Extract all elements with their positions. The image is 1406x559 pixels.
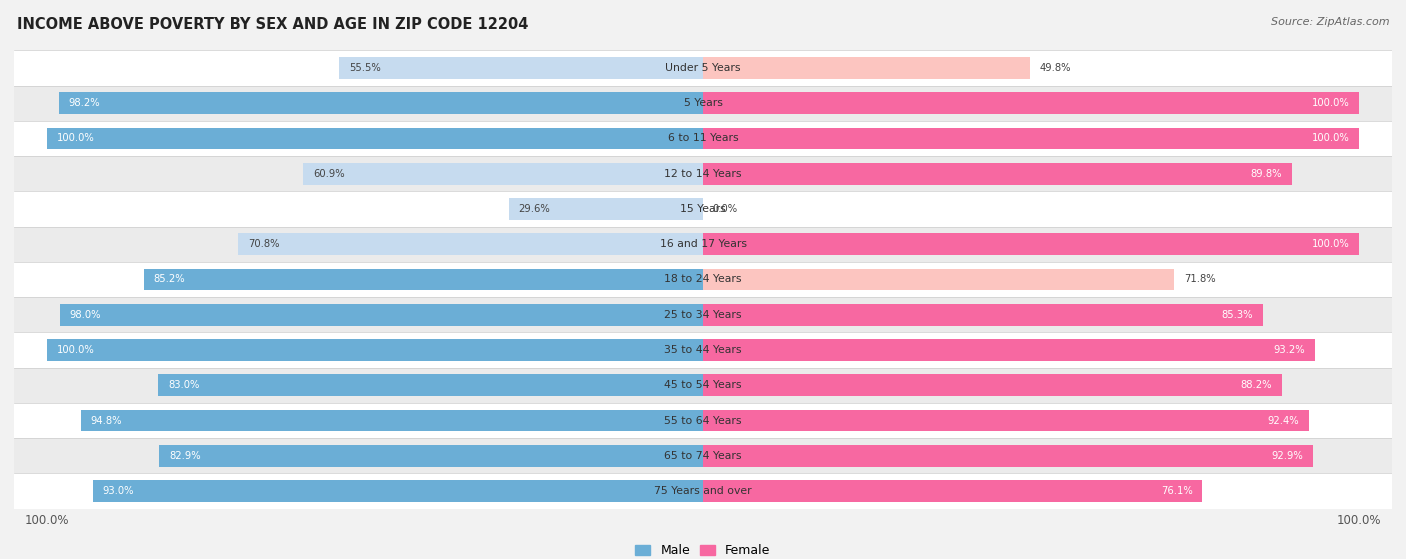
Text: 49.8%: 49.8% (1039, 63, 1071, 73)
Bar (703, 92, 1360, 114)
Text: 65 to 74 Years: 65 to 74 Years (664, 451, 742, 461)
Text: 89.8%: 89.8% (1251, 169, 1282, 179)
Bar (159, 445, 703, 467)
Bar (14, 50, 1392, 86)
Bar (14, 262, 1392, 297)
Bar (14, 86, 1392, 121)
Bar (93, 480, 703, 502)
Legend: Male, Female: Male, Female (630, 539, 776, 559)
Text: 18 to 24 Years: 18 to 24 Years (664, 274, 742, 285)
Bar (703, 57, 1029, 79)
Text: 94.8%: 94.8% (91, 415, 122, 425)
Bar (703, 480, 1202, 502)
Bar (14, 297, 1392, 333)
Bar (60, 304, 703, 326)
Bar (143, 268, 703, 291)
Bar (82, 410, 703, 432)
Bar (339, 57, 703, 79)
Bar (14, 368, 1392, 403)
Bar (14, 333, 1392, 368)
Text: 0.0%: 0.0% (713, 204, 738, 214)
Bar (304, 163, 703, 184)
Text: 75 Years and over: 75 Years and over (654, 486, 752, 496)
Bar (46, 127, 703, 149)
Bar (46, 339, 703, 361)
Text: 98.0%: 98.0% (70, 310, 101, 320)
Text: 60.9%: 60.9% (314, 169, 344, 179)
Bar (14, 403, 1392, 438)
Bar (703, 127, 1360, 149)
Bar (703, 163, 1292, 184)
Bar (14, 121, 1392, 156)
Bar (703, 445, 1313, 467)
Bar (14, 191, 1392, 226)
Text: 5 Years: 5 Years (683, 98, 723, 108)
Text: 71.8%: 71.8% (1184, 274, 1216, 285)
Text: 82.9%: 82.9% (169, 451, 201, 461)
Text: 70.8%: 70.8% (249, 239, 280, 249)
Text: 35 to 44 Years: 35 to 44 Years (664, 345, 742, 355)
Text: 45 to 54 Years: 45 to 54 Years (664, 380, 742, 390)
Bar (14, 473, 1392, 509)
Bar (703, 268, 1174, 291)
Text: 93.2%: 93.2% (1272, 345, 1305, 355)
Text: 15 Years: 15 Years (681, 204, 725, 214)
Bar (509, 198, 703, 220)
Text: 100.0%: 100.0% (56, 134, 94, 144)
Text: 55.5%: 55.5% (349, 63, 381, 73)
Text: 29.6%: 29.6% (519, 204, 550, 214)
Text: 55 to 64 Years: 55 to 64 Years (664, 415, 742, 425)
Bar (14, 226, 1392, 262)
Bar (703, 375, 1282, 396)
Bar (59, 92, 703, 114)
Bar (159, 375, 703, 396)
Text: 88.2%: 88.2% (1240, 380, 1272, 390)
Bar (703, 410, 1309, 432)
Text: Source: ZipAtlas.com: Source: ZipAtlas.com (1271, 17, 1389, 27)
Bar (14, 156, 1392, 191)
Text: 25 to 34 Years: 25 to 34 Years (664, 310, 742, 320)
Text: Under 5 Years: Under 5 Years (665, 63, 741, 73)
Text: 100.0%: 100.0% (56, 345, 94, 355)
Text: 12 to 14 Years: 12 to 14 Years (664, 169, 742, 179)
Text: 76.1%: 76.1% (1161, 486, 1192, 496)
Text: 93.0%: 93.0% (103, 486, 134, 496)
Text: 98.2%: 98.2% (69, 98, 100, 108)
Bar (14, 438, 1392, 473)
Text: 92.4%: 92.4% (1268, 415, 1299, 425)
Bar (239, 233, 703, 255)
Text: 100.0%: 100.0% (1312, 134, 1350, 144)
Text: 85.3%: 85.3% (1222, 310, 1253, 320)
Bar (703, 339, 1315, 361)
Text: 83.0%: 83.0% (169, 380, 200, 390)
Bar (703, 233, 1360, 255)
Text: 92.9%: 92.9% (1271, 451, 1303, 461)
Text: 100.0%: 100.0% (1312, 98, 1350, 108)
Text: 100.0%: 100.0% (1312, 239, 1350, 249)
Text: INCOME ABOVE POVERTY BY SEX AND AGE IN ZIP CODE 12204: INCOME ABOVE POVERTY BY SEX AND AGE IN Z… (17, 17, 529, 32)
Text: 85.2%: 85.2% (153, 274, 186, 285)
Text: 16 and 17 Years: 16 and 17 Years (659, 239, 747, 249)
Text: 6 to 11 Years: 6 to 11 Years (668, 134, 738, 144)
Bar (703, 304, 1263, 326)
